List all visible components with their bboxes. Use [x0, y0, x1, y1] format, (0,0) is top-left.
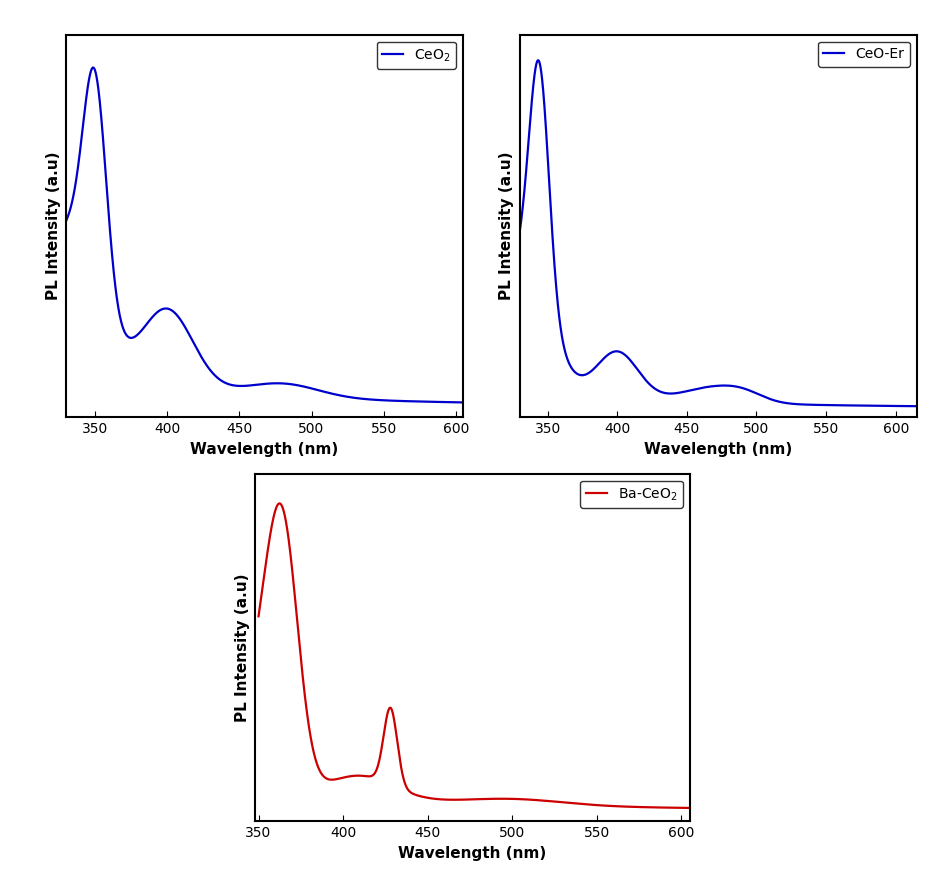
Legend: Ba-CeO$_2$: Ba-CeO$_2$: [580, 481, 683, 508]
X-axis label: Wavelength (nm): Wavelength (nm): [398, 846, 546, 860]
Legend: CeO$_2$: CeO$_2$: [376, 42, 456, 70]
Y-axis label: PL Intensity (a.u): PL Intensity (a.u): [234, 574, 249, 721]
Y-axis label: PL Intensity (a.u): PL Intensity (a.u): [45, 152, 60, 300]
X-axis label: Wavelength (nm): Wavelength (nm): [644, 441, 791, 456]
Legend: CeO-Er: CeO-Er: [817, 42, 909, 67]
Y-axis label: PL Intensity (a.u): PL Intensity (a.u): [498, 152, 514, 300]
X-axis label: Wavelength (nm): Wavelength (nm): [191, 441, 338, 456]
